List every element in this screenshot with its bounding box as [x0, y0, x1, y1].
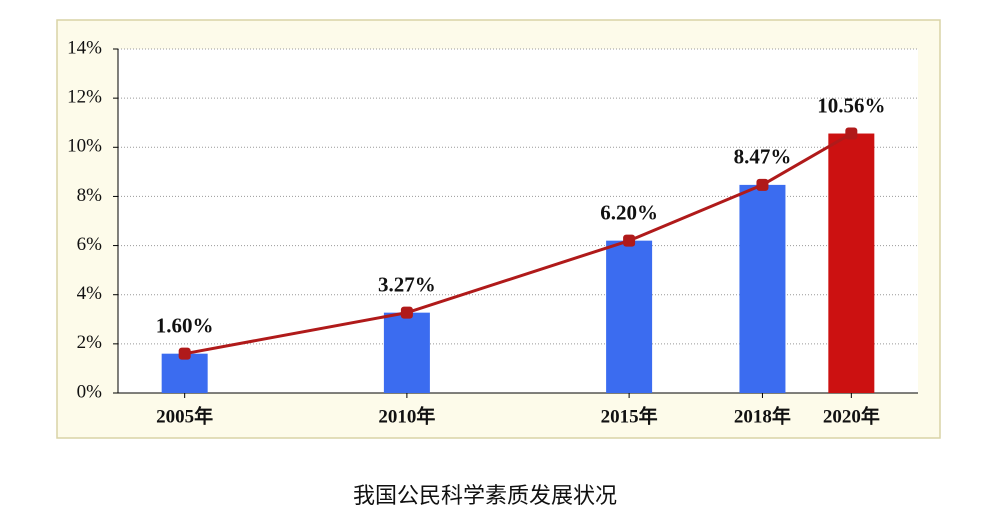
bar	[161, 353, 208, 393]
y-tick-label: 14%	[67, 37, 102, 58]
y-tick-label: 10%	[67, 136, 102, 157]
plot-area	[118, 49, 918, 393]
chart-title: 我国公民科学素质发展状况	[353, 484, 617, 509]
bar	[606, 240, 653, 393]
data-label: 1.60%	[156, 313, 214, 337]
y-tick-label: 6%	[77, 234, 103, 255]
bar	[828, 133, 875, 394]
line-marker	[178, 347, 191, 360]
x-tick-label: 2015年	[601, 404, 658, 427]
x-tick-label: 2018年	[734, 404, 791, 427]
y-tick-label: 0%	[77, 381, 103, 402]
x-tick-label: 2010年	[378, 404, 435, 427]
line-marker	[400, 306, 413, 319]
y-tick-label: 4%	[77, 283, 103, 304]
line-marker	[623, 234, 636, 247]
line-marker	[756, 178, 769, 191]
data-label: 8.47%	[734, 145, 792, 169]
data-label: 10.56%	[817, 93, 885, 117]
y-tick-label: 8%	[77, 185, 103, 206]
y-tick-label: 12%	[67, 87, 102, 108]
data-label: 3.27%	[378, 272, 436, 296]
x-tick-label: 2020年	[823, 404, 880, 427]
x-tick-label: 2005年	[156, 404, 213, 427]
bar	[739, 184, 786, 393]
data-label: 6.20%	[600, 200, 658, 224]
line-marker	[845, 127, 858, 140]
bar	[383, 312, 430, 393]
y-tick-label: 2%	[77, 332, 103, 353]
